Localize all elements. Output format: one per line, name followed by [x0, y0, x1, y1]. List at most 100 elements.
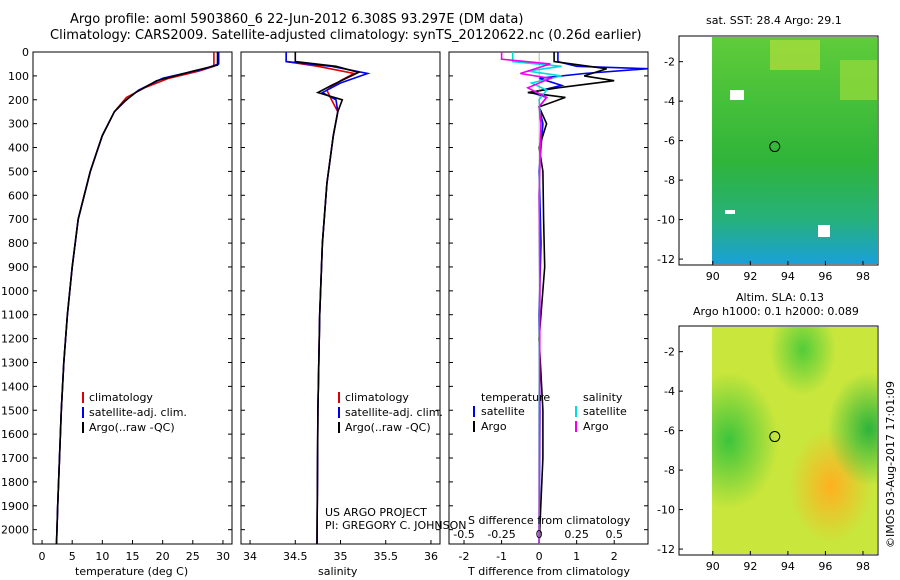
- x-tick-label: 15: [126, 550, 140, 563]
- map-y-tick-label: -12: [657, 253, 675, 266]
- map-y-tick-label: -12: [657, 543, 675, 556]
- credit-line-2: PI: GREGORY C. JOHNSON: [325, 519, 466, 532]
- depth-tick-label: 600: [8, 189, 29, 202]
- s-diff-tick-label: 0.25: [564, 528, 589, 541]
- diff-top-label: S difference from climatology: [468, 514, 631, 527]
- x-tick-label: 1: [573, 550, 580, 563]
- depth-tick-label: 1500: [1, 404, 29, 417]
- x-tick-label: -2: [459, 550, 470, 563]
- depth-tick-label: 300: [8, 118, 29, 131]
- depth-axis: 0 100 200 300 400 500 600 700 800 900 1000 1100 1200…: [1, 46, 29, 537]
- series-sat: [55, 52, 220, 545]
- x-tick-label: 30: [216, 550, 230, 563]
- s-diff-tick-label: -0.25: [487, 528, 515, 541]
- series-argo: [55, 52, 219, 545]
- map-x-tick-label: 98: [856, 560, 870, 573]
- title-line-2: Climatology: CARS2009. Satellite-adjuste…: [50, 28, 642, 43]
- map-y-tick-label: -8: [664, 464, 675, 477]
- series-argo: [294, 52, 361, 545]
- x-tick-label: 35: [334, 550, 348, 563]
- depth-tick-label: 900: [8, 261, 29, 274]
- map-x-tick-label: 92: [743, 270, 757, 283]
- diff-panel-frame: [448, 51, 649, 545]
- x-tick-label: 25: [186, 550, 200, 563]
- depth-tick-label: 400: [8, 142, 29, 155]
- sla-green-patch-3: [712, 327, 877, 554]
- sst-blob-land-1: [730, 90, 744, 100]
- series-clim: [55, 52, 215, 545]
- temp-xlabel: temperature (deg C): [75, 565, 188, 578]
- map-y-tick-label: -2: [664, 346, 675, 359]
- depth-tick-label: 800: [8, 237, 29, 250]
- map-x-tick-label: 90: [706, 560, 720, 573]
- sla-map-title-1: Altim. SLA: 0.13: [736, 291, 824, 304]
- x-tick-label: 35.5: [373, 550, 398, 563]
- map-x-tick-label: 96: [818, 270, 832, 283]
- series-sat: [285, 52, 371, 545]
- sla-argo-marker: [769, 431, 781, 443]
- sst-blob-land-3: [725, 210, 735, 214]
- map-y-tick-label: -6: [664, 425, 675, 438]
- x-tick-label: 34.5: [283, 550, 308, 563]
- sst-map-title: sat. SST: 28.4 Argo: 29.1: [706, 14, 842, 27]
- depth-tick-label: 500: [8, 165, 29, 178]
- map-x-tick-label: 90: [706, 270, 720, 283]
- x-tick-label: 10: [95, 550, 109, 563]
- x-tick-label: 0: [39, 550, 46, 563]
- depth-tick-label: 1300: [1, 356, 29, 369]
- depth-tick-label: 1400: [1, 380, 29, 393]
- depth-tick-label: 2000: [1, 524, 29, 537]
- s-diff-tick-label: 0: [536, 528, 543, 541]
- series-t_sat: [528, 52, 649, 545]
- map-x-tick-label: 98: [856, 270, 870, 283]
- sst-blob-lime: [840, 60, 877, 100]
- x-tick-label: 0: [536, 550, 543, 563]
- map-y-tick-label: -2: [664, 56, 675, 69]
- x-tick-label: -1: [496, 550, 507, 563]
- legend-label: climatology: [345, 391, 409, 404]
- sal-panel-frame: [240, 51, 441, 545]
- x-tick-label: 34: [243, 550, 257, 563]
- legend-label: satellite: [481, 405, 525, 418]
- legend-temp-title: temperature: [481, 391, 550, 404]
- depth-tick-label: 0: [22, 46, 29, 59]
- legend-label: satellite-adj. clim.: [345, 406, 443, 419]
- sst-blob-yellow: [770, 40, 820, 70]
- imos-stamp: ©IMOS 03-Aug-2017 17:01:09: [884, 381, 897, 548]
- diff-panel: -2 -1 0 1 2 -0.5 -0.25 0 0.25 0.5 temperature salin…: [449, 51, 649, 563]
- legend-label: Argo: [481, 420, 507, 433]
- depth-tick-label: 1000: [1, 285, 29, 298]
- map-x-tick-label: 94: [781, 270, 795, 283]
- depth-tick-label: 700: [8, 213, 29, 226]
- x-tick-label: 2: [611, 550, 618, 563]
- x-tick-label: 36: [424, 550, 438, 563]
- s-diff-tick-label: 0.5: [605, 528, 623, 541]
- legend-label: satellite-adj. clim.: [89, 406, 187, 419]
- diff-xlabel: T difference from climatology: [467, 565, 630, 578]
- legend-sal-title: salinity: [583, 391, 623, 404]
- map-x-tick-label: 94: [781, 560, 795, 573]
- temp-panel: 0 5 10 15 20 25 30 climatology satellite-adj. cl…: [33, 51, 232, 563]
- sst-axes: -2 -4 -6 -8 -10 -12 90 92 94 96 98: [657, 56, 870, 283]
- credit-line-1: US ARGO PROJECT: [325, 506, 427, 519]
- map-x-tick-label: 96: [818, 560, 832, 573]
- s-diff-tick-label: -0.5: [453, 528, 474, 541]
- map-y-tick-label: -4: [664, 95, 675, 108]
- legend-label: satellite: [583, 405, 627, 418]
- map-x-tick-label: 92: [743, 560, 757, 573]
- legend-label: climatology: [89, 391, 153, 404]
- map-y-tick-label: -10: [657, 504, 675, 517]
- map-y-tick-label: -8: [664, 174, 675, 187]
- legend-label: Argo(..raw -QC): [89, 421, 175, 434]
- sal-panel: 34 34.5 35 35.5 36 climatology satellite-adj. …: [241, 51, 443, 563]
- sal-xlabel: salinity: [318, 565, 358, 578]
- depth-tick-label: 200: [8, 94, 29, 107]
- temp-panel-frame: [32, 51, 233, 545]
- map-y-tick-label: -10: [657, 214, 675, 227]
- title-line-1: Argo profile: aoml 5903860_6 22-Jun-2012…: [70, 12, 524, 27]
- map-y-tick-label: -6: [664, 135, 675, 148]
- depth-tick-label: 1800: [1, 476, 29, 489]
- x-tick-label: 5: [69, 550, 76, 563]
- depth-tick-label: 100: [8, 70, 29, 83]
- sst-blob-land-2: [818, 225, 830, 237]
